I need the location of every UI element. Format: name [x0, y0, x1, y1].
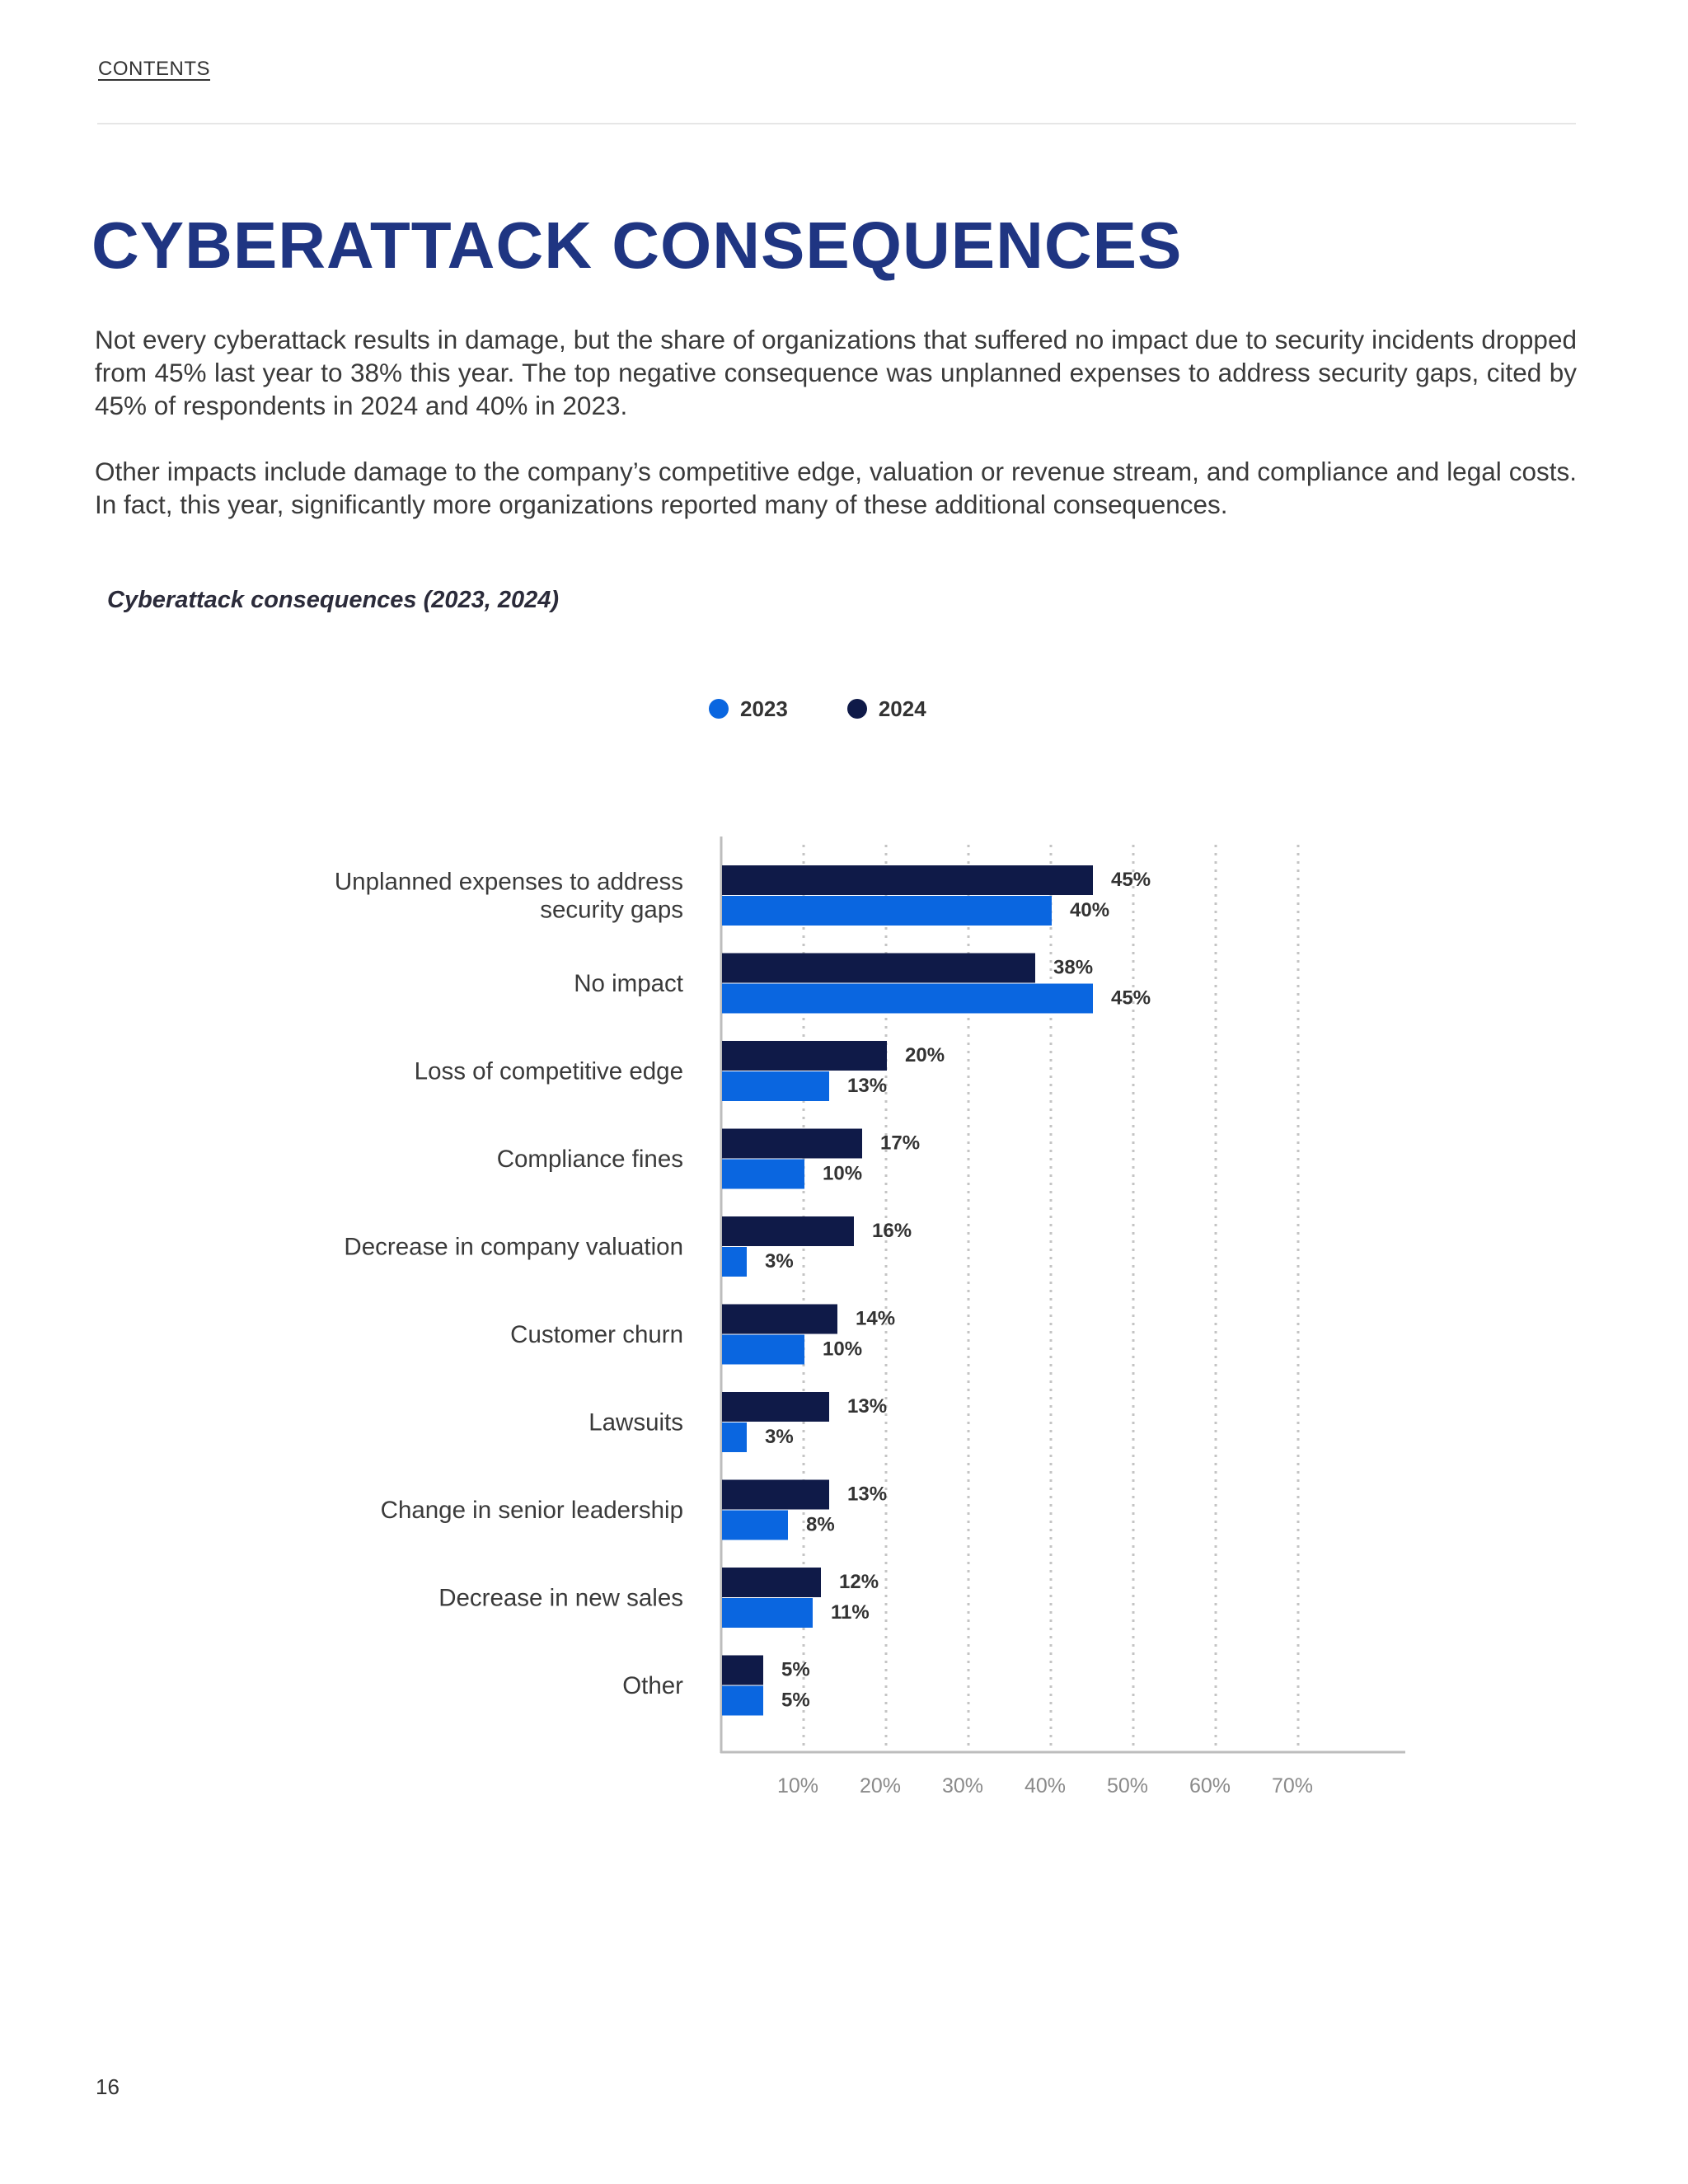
- bar-2023-1: [722, 984, 1093, 1014]
- category-label: Other: [622, 1672, 683, 1699]
- data-label-2024: 12%: [839, 1571, 879, 1593]
- bar-2023-9: [722, 1686, 763, 1716]
- page-number: 16: [96, 2074, 120, 2100]
- category-label: Change in senior leadership: [381, 1497, 683, 1524]
- category-label: Unplanned expenses to address security ga…: [335, 869, 683, 924]
- data-label-2023: 8%: [806, 1514, 835, 1536]
- data-label-2023: 10%: [823, 1338, 862, 1361]
- bar-2024-6: [722, 1392, 829, 1422]
- bar-2023-6: [722, 1422, 747, 1452]
- category-label: Compliance fines: [497, 1146, 683, 1173]
- bar-2023-3: [722, 1160, 804, 1189]
- data-label-2024: 13%: [847, 1483, 887, 1506]
- data-label-2024: 14%: [856, 1308, 895, 1330]
- x-tick-label: 30%: [942, 1774, 983, 1797]
- x-tick-label: 70%: [1272, 1774, 1313, 1797]
- data-label-2023: 13%: [847, 1075, 887, 1097]
- data-label-2023: 40%: [1070, 899, 1109, 921]
- data-label-2024: 38%: [1053, 957, 1093, 979]
- bar-2024-9: [722, 1656, 763, 1685]
- data-label-2023: 11%: [831, 1601, 870, 1624]
- bar-2023-4: [722, 1247, 747, 1277]
- bar-2023-0: [722, 896, 1052, 926]
- bar-2024-0: [722, 865, 1093, 895]
- x-tick-label: 50%: [1107, 1774, 1148, 1797]
- data-label-2024: 45%: [1111, 869, 1151, 891]
- bar-2024-5: [722, 1305, 837, 1334]
- bar-2023-8: [722, 1598, 813, 1628]
- data-label-2024: 5%: [781, 1659, 810, 1681]
- data-label-2024: 16%: [872, 1220, 912, 1242]
- bar-2024-1: [722, 954, 1035, 983]
- bar-2024-2: [722, 1041, 887, 1071]
- bar-2024-4: [722, 1216, 854, 1246]
- bar-2024-7: [722, 1480, 829, 1510]
- bar-2023-5: [722, 1335, 804, 1365]
- data-label-2023: 3%: [765, 1250, 794, 1272]
- bar-2023-7: [722, 1511, 788, 1540]
- category-label: Lawsuits: [588, 1409, 683, 1436]
- data-label-2024: 13%: [847, 1395, 887, 1418]
- category-label: Decrease in company valuation: [344, 1234, 683, 1261]
- x-tick-label: 20%: [860, 1774, 901, 1797]
- category-label: Decrease in new sales: [438, 1585, 683, 1612]
- bar-2024-3: [722, 1129, 862, 1159]
- data-label-2024: 20%: [905, 1044, 945, 1066]
- data-label-2023: 45%: [1111, 987, 1151, 1010]
- x-tick-label: 60%: [1189, 1774, 1231, 1797]
- data-label-2024: 17%: [880, 1132, 920, 1155]
- bar-2024-8: [722, 1568, 821, 1597]
- x-tick-label: 40%: [1025, 1774, 1066, 1797]
- category-label: Customer churn: [510, 1321, 683, 1348]
- data-label-2023: 5%: [781, 1690, 810, 1712]
- x-tick-label: 10%: [777, 1774, 818, 1797]
- category-label: No impact: [574, 970, 683, 997]
- category-label: Loss of competitive edge: [415, 1058, 683, 1085]
- bar-2023-2: [722, 1071, 829, 1101]
- data-label-2023: 10%: [823, 1163, 862, 1185]
- data-label-2023: 3%: [765, 1426, 794, 1448]
